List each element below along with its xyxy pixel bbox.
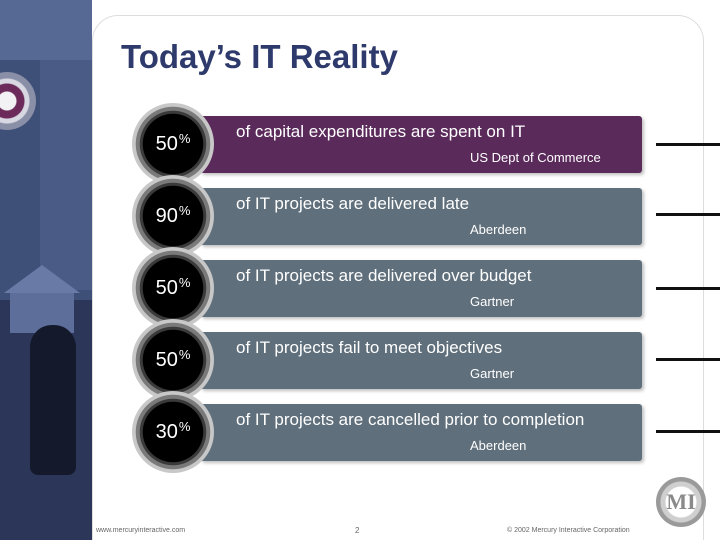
stat-connector-line: [656, 358, 720, 361]
stat-value: 90%: [132, 203, 214, 228]
stat-connector-line: [656, 287, 720, 290]
stat-bar: of IT projects are delivered over budget…: [200, 260, 642, 317]
stat-source: Gartner: [470, 366, 515, 381]
mercury-logo-icon: MI: [656, 477, 706, 527]
stat-circle: 90%: [132, 175, 214, 257]
stat-circle: 30%: [132, 391, 214, 473]
stat-source: Aberdeen: [470, 222, 527, 237]
stat-text: of IT projects are delivered late: [236, 194, 470, 213]
stat-circle: 50%: [132, 103, 214, 185]
stat-source: US Dept of Commerce: [470, 150, 601, 165]
copyright-text: © 2002 Mercury Interactive Corporation: [507, 527, 630, 534]
stat-text: of IT projects fail to meet objectives: [236, 338, 503, 357]
stat-text: of IT projects are delivered over budget: [236, 266, 532, 285]
stat-connector-line: [656, 213, 720, 216]
stat-unit: %: [178, 275, 191, 290]
stat-bar: of IT projects fail to meet objectives G…: [200, 332, 642, 389]
stat-connector-line: [656, 430, 720, 433]
stat-circle: 50%: [132, 319, 214, 401]
stat-value: 50%: [132, 131, 214, 156]
logo-text: MI: [666, 489, 696, 514]
stat-source: Gartner: [470, 294, 515, 309]
stat-unit: %: [178, 131, 191, 146]
stat-bar: of IT projects are cancelled prior to co…: [200, 404, 642, 461]
stat-number: 50: [155, 133, 178, 155]
stat-value: 50%: [132, 347, 214, 372]
illustration-band: [40, 60, 92, 290]
footer-url: www.mercuryinteractive.com: [96, 527, 186, 534]
stat-bar: of capital expenditures are spent on IT …: [200, 116, 642, 173]
house-roof-graphic: [4, 265, 80, 293]
page-number: 2: [355, 526, 360, 535]
stat-text: of IT projects are cancelled prior to co…: [236, 410, 585, 429]
stat-bar: of IT projects are delivered late Aberde…: [200, 188, 642, 245]
stat-connector-line: [656, 143, 720, 146]
stat-circle: 50%: [132, 247, 214, 329]
target-ring-graphic: [0, 72, 36, 130]
stat-number: 50: [155, 349, 178, 371]
illustration-band: [0, 0, 92, 60]
slide-title: Today’s IT Reality: [121, 38, 398, 75]
stat-value: 50%: [132, 275, 214, 300]
stat-number: 50: [155, 277, 178, 299]
stat-unit: %: [178, 419, 191, 434]
stat-text: of capital expenditures are spent on IT: [236, 122, 526, 141]
left-illustration: [0, 0, 92, 540]
stat-unit: %: [178, 203, 191, 218]
stat-unit: %: [178, 347, 191, 362]
stat-number: 90: [155, 205, 178, 227]
stat-number: 30: [155, 421, 178, 443]
stat-value: 30%: [132, 419, 214, 444]
stat-source: Aberdeen: [470, 438, 527, 453]
